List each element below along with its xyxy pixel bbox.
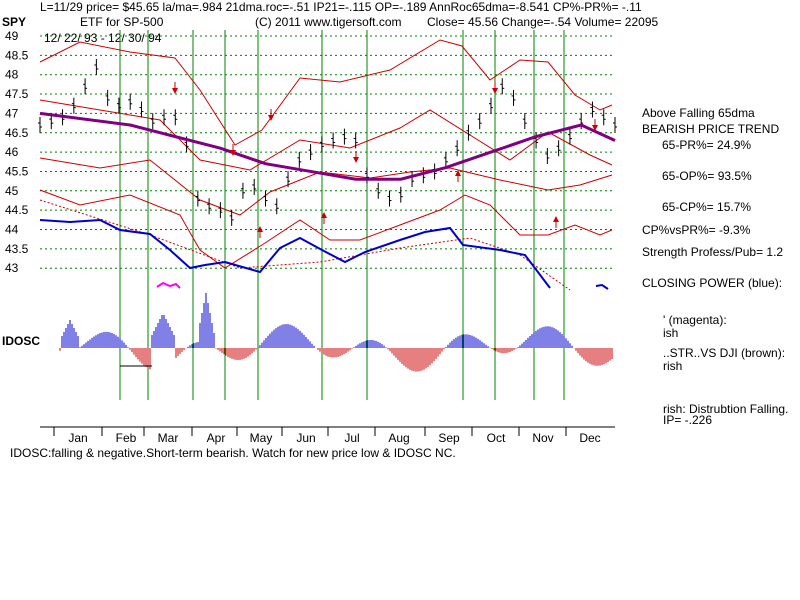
y-tick-label: 44 xyxy=(5,223,19,237)
outer-band xyxy=(39,39,613,146)
month-label: Nov xyxy=(532,431,553,445)
magenta-indicator xyxy=(156,281,181,289)
ma65-line xyxy=(39,111,616,181)
y-tick-label: 45.5 xyxy=(5,164,29,178)
buy-arrow xyxy=(553,216,559,222)
y-tick-label: 43.5 xyxy=(5,242,29,256)
month-label: Oct xyxy=(487,431,506,445)
closing-power-label: CLOSING POWER (blue): xyxy=(642,276,783,290)
op-label: 65-OP%= 93.5% xyxy=(662,169,752,183)
buy-arrow xyxy=(257,226,263,232)
y-tick-label: 47.5 xyxy=(5,87,29,101)
cpvspr-label: CP%vsPR%= -9.3% xyxy=(642,223,751,237)
y-tick-label: 44.5 xyxy=(5,203,29,217)
sell-arrow xyxy=(230,150,236,156)
month-label: Dec xyxy=(579,431,600,445)
sell-arrow xyxy=(268,115,274,121)
sell-arrow xyxy=(172,88,178,94)
buy-arrow xyxy=(455,170,461,176)
outer-band xyxy=(39,189,613,269)
sell-arrow xyxy=(592,125,598,131)
ticker-label: SPY xyxy=(2,15,27,29)
bearish-label: BEARISH PRICE TREND xyxy=(642,122,780,136)
brown-label: ..STR..VS DJI (brown): xyxy=(663,346,786,360)
date-range: 12/ 22/ 93 - 12/ 30/ 94 xyxy=(44,31,162,45)
strength-label: Strength Profess/Pub= 1.2 xyxy=(642,245,784,259)
month-label: Sep xyxy=(438,431,460,445)
distribution-label: rish: Distrubtion Falling. xyxy=(663,402,789,416)
buy-arrow xyxy=(321,212,327,218)
y-tick-label: 43 xyxy=(5,261,19,275)
above-falling-label: Above Falling 65dma xyxy=(642,106,755,120)
month-label: Jan xyxy=(68,431,87,445)
month-label: Jul xyxy=(344,431,359,445)
inner-band xyxy=(39,157,613,216)
brown-value: rish xyxy=(663,359,683,373)
y-tick-label: 47 xyxy=(5,106,19,120)
month-label: Apr xyxy=(207,431,226,445)
etf-label: ETF for SP-500 xyxy=(80,15,164,29)
closing-power-tail xyxy=(595,283,609,290)
magenta-value: ish xyxy=(663,326,679,340)
sell-arrow xyxy=(353,157,359,163)
month-label: May xyxy=(250,431,273,445)
idosc-label: IDOSC xyxy=(2,334,40,348)
inner-band xyxy=(39,99,613,171)
copyright-label: (C) 2011 www.tigersoft.com xyxy=(255,15,402,29)
month-label: Jun xyxy=(296,431,315,445)
y-tick-label: 48.5 xyxy=(5,48,29,62)
month-label: Feb xyxy=(116,431,137,445)
month-label: Mar xyxy=(158,431,179,445)
ip-label: IP= -.226 xyxy=(663,413,713,427)
idosc-note: IDOSC:falling & negative.Short-term bear… xyxy=(10,446,456,460)
month-label: Aug xyxy=(388,431,409,445)
closing-power-line xyxy=(39,218,551,289)
y-tick-label: 48 xyxy=(5,68,19,82)
y-tick-label: 49 xyxy=(5,29,19,43)
pr-label: 65-PR%= 24.9% xyxy=(662,138,752,152)
sell-arrow xyxy=(492,88,498,94)
y-tick-label: 46 xyxy=(5,145,19,159)
y-tick-label: 45 xyxy=(5,184,19,198)
cp-label: 65-CP%= 15.7% xyxy=(662,200,752,214)
close-label: Close= 45.56 Change=-.54 Volume= 22095 xyxy=(427,15,659,29)
header-line: L=11/29 price= $45.65 la/ma=.984 21dma.r… xyxy=(40,0,642,14)
y-tick-label: 46.5 xyxy=(5,126,29,140)
magenta-label: ' (magenta): xyxy=(663,313,727,327)
